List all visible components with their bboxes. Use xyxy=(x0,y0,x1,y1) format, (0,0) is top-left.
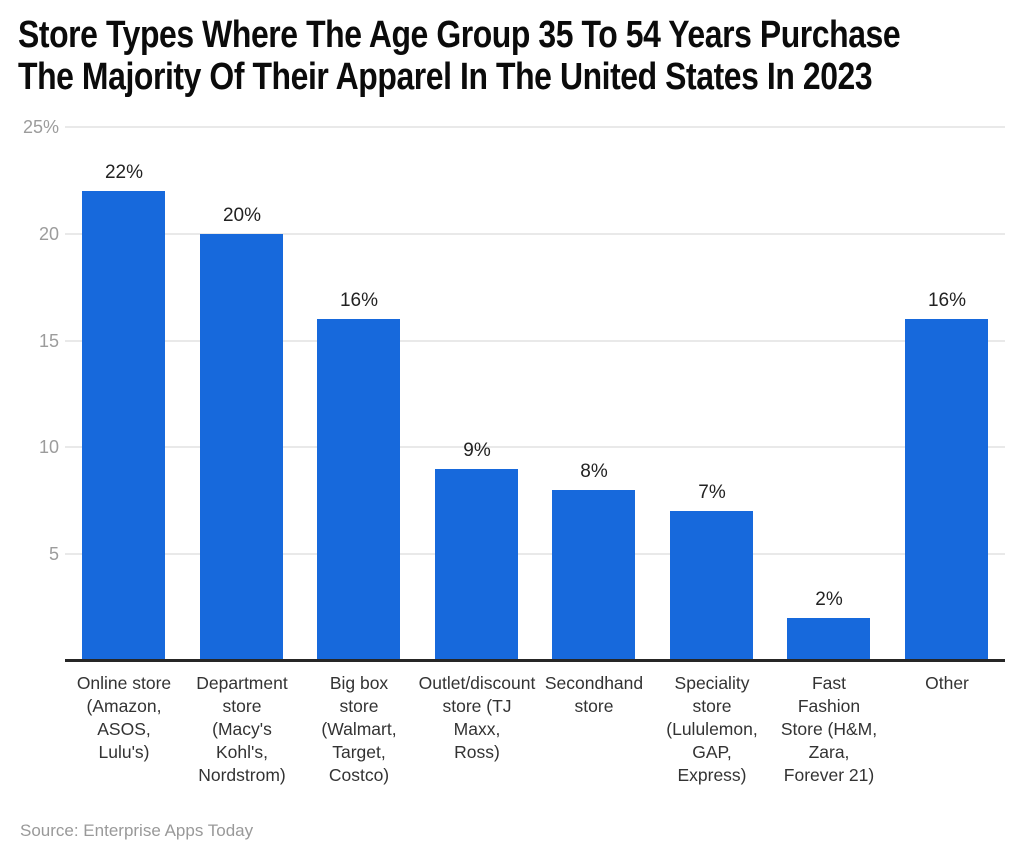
chart-title-line-1: Store Types Where The Age Group 35 To 54… xyxy=(18,14,901,56)
bar-value-label-5: 8% xyxy=(580,461,608,482)
gridline-25 xyxy=(65,126,1005,128)
x-axis-label-line: Fashion xyxy=(797,696,861,716)
x-axis-label-line: store xyxy=(222,696,262,716)
x-axis-label-4: Outlet/discount store (TJ Maxx, Ross) xyxy=(418,672,536,764)
x-axis-label-line: GAP, xyxy=(692,742,732,762)
x-axis-label-line: ASOS, xyxy=(97,719,151,739)
x-axis-label-1: Online store (Amazon, ASOS, Lulu's) xyxy=(65,672,183,764)
bar-7 xyxy=(787,618,870,661)
x-axis-label-line: Target, xyxy=(332,742,386,762)
chart-title-line-2: The Majority Of Their Apparel In The Uni… xyxy=(18,56,873,98)
x-axis-label-line: Express) xyxy=(677,765,747,785)
x-axis-label-line: Kohl's, xyxy=(216,742,268,762)
x-axis-label-line: Speciality xyxy=(674,673,750,693)
x-axis-label-line: store (TJ xyxy=(442,696,512,716)
x-axis-label-line: Nordstrom) xyxy=(198,765,286,785)
x-axis-label-7: Fast Fashion Store (H&M, Zara, Forever 21) xyxy=(770,672,888,787)
bar-8 xyxy=(905,319,988,661)
gridline-10 xyxy=(65,446,1005,448)
bar-value-label-8: 16% xyxy=(927,290,967,311)
x-axis-label-6: Speciality store (Lululemon, GAP, Express) xyxy=(653,672,771,787)
x-axis-label-line: (Walmart, xyxy=(321,719,397,739)
y-axis-tick-label-20: 20 xyxy=(38,224,59,244)
gridline-5 xyxy=(65,553,1005,555)
x-axis-label-line: Fast xyxy=(811,673,847,693)
x-axis-label-5: Secondhand store xyxy=(535,672,653,718)
x-axis-label-3: Big box store (Walmart, Target, Costco) xyxy=(300,672,418,787)
y-axis-tick-label-5: 5 xyxy=(48,544,59,564)
bar-1 xyxy=(82,191,165,661)
x-axis-label-line: Forever 21) xyxy=(783,765,875,785)
bar-3 xyxy=(317,319,400,661)
x-axis-label-line: (Macy's xyxy=(212,719,272,739)
gridline-15 xyxy=(65,340,1005,342)
x-axis-label-line: Other xyxy=(925,673,969,693)
x-axis-label-line: store xyxy=(339,696,379,716)
x-axis-label-line: Online store xyxy=(76,673,172,693)
x-axis-label-line: (Amazon, xyxy=(86,696,162,716)
bar-value-label-3: 16% xyxy=(339,290,379,311)
y-axis-tick-label-10: 10 xyxy=(38,437,59,457)
bar-value-label-2: 20% xyxy=(222,205,262,226)
chart-title: Store Types Where The Age Group 35 To 54… xyxy=(18,14,1018,98)
x-axis-label-line: store xyxy=(574,696,614,716)
x-axis-label-line: Lulu's) xyxy=(98,742,150,762)
y-axis-tick-label-25: 25% xyxy=(22,117,59,137)
bar-value-label-4: 9% xyxy=(463,440,491,461)
x-axis-label-2: Department store (Macy's Kohl's, Nordstrom) xyxy=(183,672,301,787)
x-axis-label-line: Secondhand xyxy=(544,673,644,693)
bar-value-label-7: 2% xyxy=(815,589,843,610)
x-axis-label-line: Big box xyxy=(329,673,389,693)
x-axis-label-8: Other xyxy=(888,672,1006,695)
x-axis-label-line: Zara, xyxy=(808,742,850,762)
gridline-20 xyxy=(65,233,1005,235)
bar-4 xyxy=(435,469,518,661)
source-note: Source: Enterprise Apps Today xyxy=(20,821,254,840)
bar-6 xyxy=(670,511,753,661)
x-axis-label-line: Outlet/discount xyxy=(418,673,536,693)
x-axis-label-line: Store (H&M, xyxy=(780,719,878,739)
bar-value-label-1: 22% xyxy=(104,162,144,183)
x-axis-line xyxy=(65,659,1005,662)
y-axis-tick-label-15: 15 xyxy=(38,331,59,351)
x-axis-label-line: Ross) xyxy=(454,742,500,762)
x-axis-label-line: Maxx, xyxy=(453,719,501,739)
x-axis-label-line: (Lululemon, xyxy=(666,719,758,739)
x-axis-label-line: Costco) xyxy=(328,765,390,785)
bar-value-label-6: 7% xyxy=(698,482,726,503)
x-axis-label-line: store xyxy=(692,696,732,716)
bar-5 xyxy=(552,490,635,661)
bar-2 xyxy=(200,234,283,661)
x-axis-label-line: Department xyxy=(196,673,288,693)
